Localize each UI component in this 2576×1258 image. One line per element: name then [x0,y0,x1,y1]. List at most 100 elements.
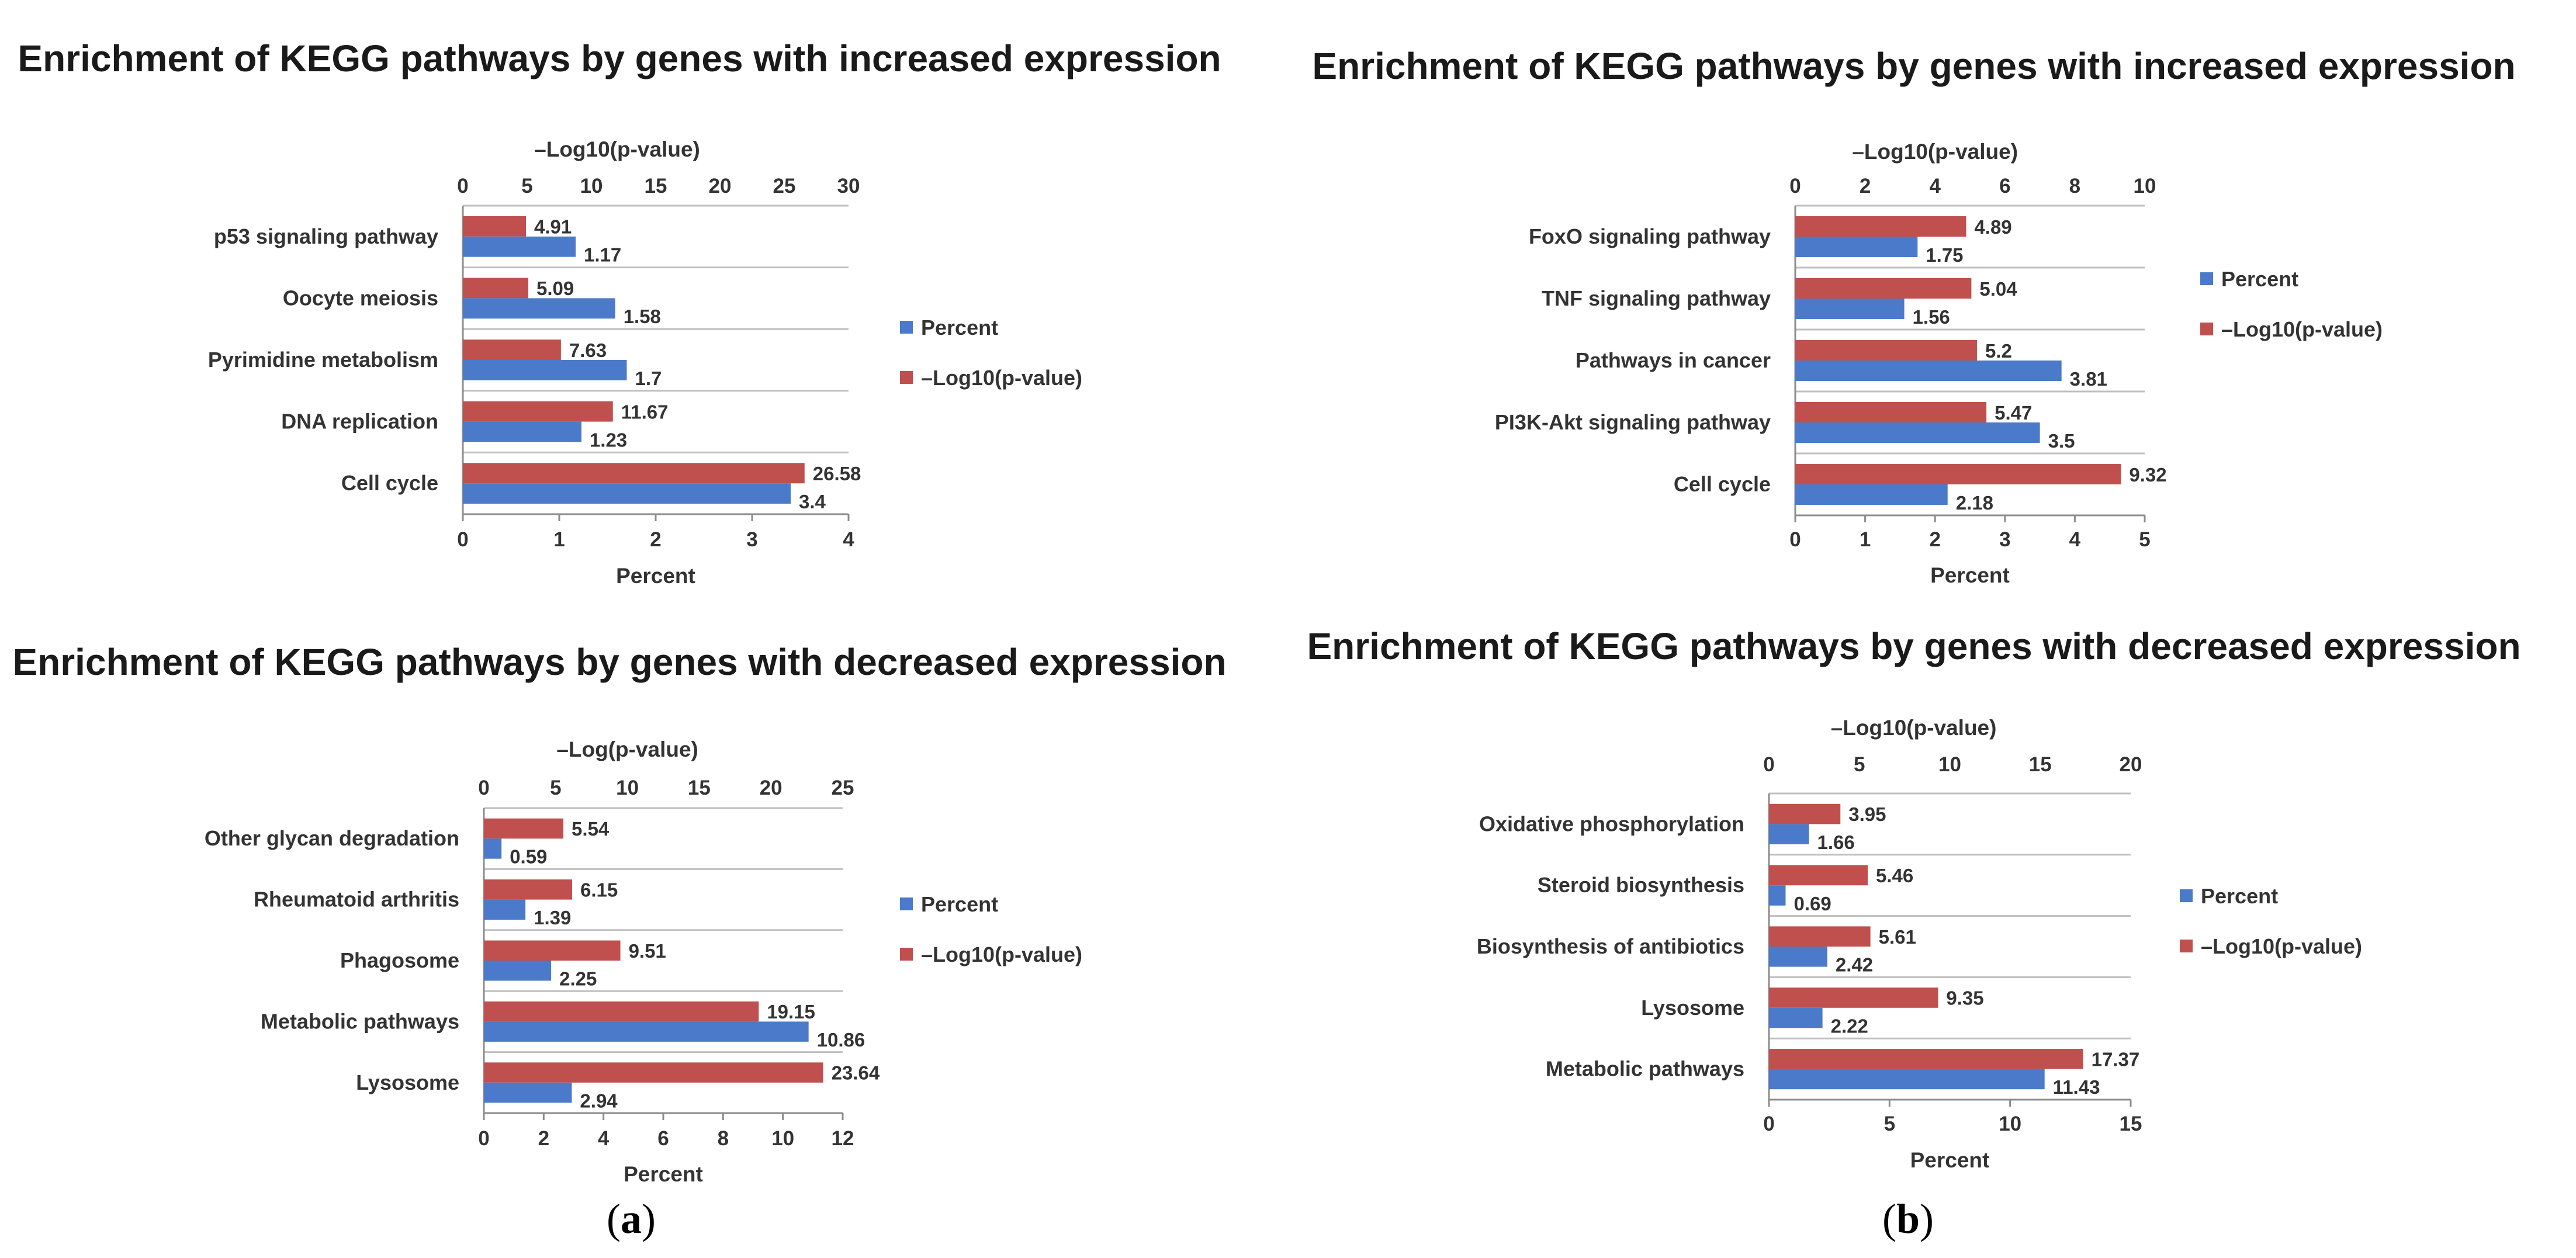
data-label-percent: 2.25 [559,968,597,989]
panel-a-close: ) [642,1195,656,1242]
bar-logp [1795,278,1972,299]
category-label: Cell cycle [341,471,438,495]
data-label-logp: 6.15 [580,879,618,900]
bar-percent [463,360,627,380]
bar-logp [1769,987,1938,1008]
data-label-percent: 1.39 [534,907,571,928]
data-label-percent: 11.43 [2053,1076,2100,1098]
category-label: Lysosome [356,1070,459,1094]
bottom-tick-label: 8 [718,1127,729,1150]
top-tick-label: 20 [2120,753,2142,776]
chart-3: Enrichment of KEGG pathways by genes wit… [1312,45,2515,587]
bottom-tick-label: 1 [1860,528,1871,551]
bar-percent [484,1082,572,1103]
bar-percent [484,961,552,981]
top-tick-label: 10 [580,175,603,197]
bar-logp [1795,340,1977,361]
category-label: Cell cycle [1674,472,1771,496]
top-tick-label: 20 [709,175,732,197]
data-label-logp: 5.04 [1979,278,2017,300]
category-label: Rheumatoid arthritis [254,888,459,912]
bar-logp [1769,865,1868,886]
data-label-percent: 10.86 [817,1029,865,1051]
top-tick-label: 5 [521,175,532,197]
bottom-axis-label: Percent [1910,1148,1990,1172]
bar-percent [1795,484,1948,505]
data-label-logp: 5.46 [1876,865,1913,886]
legend: Percent –Log10(p-value) [900,892,1082,966]
category-label: Oxidative phosphorylation [1479,812,1744,836]
data-label-logp: 5.54 [572,818,610,840]
category-label: Steroid biosynthesis [1538,873,1744,897]
top-axis-label: –Log10(p-value) [534,137,700,161]
legend-label-percent: Percent [921,892,998,916]
bar-percent [1795,422,2040,443]
bottom-tick-label: 15 [2120,1113,2142,1135]
data-label-logp: 5.09 [536,278,574,299]
data-label-percent: 0.69 [1793,893,1831,914]
legend-label-percent: Percent [921,316,998,339]
bar-percent [1769,1007,1823,1028]
data-label-logp: 7.63 [569,339,607,361]
data-label-percent: 2.22 [1831,1015,1868,1037]
data-label-percent: 3.5 [2048,430,2075,452]
legend-swatch-percent [900,321,913,334]
chart-title: Enrichment of KEGG pathways by genes wit… [18,37,1221,79]
top-tick-label: 0 [1789,175,1801,197]
legend-swatch-percent [2180,889,2193,902]
legend-label-logp: –Log10(p-value) [2201,934,2362,958]
legend-label-logp: –Log10(p-value) [921,366,1082,390]
category-label: Metabolic pathways [261,1009,459,1033]
bar-percent [463,298,615,319]
category-label: PI3K-Akt signaling pathway [1495,410,1771,434]
data-label-percent: 2.18 [1956,492,1993,514]
bottom-tick-label: 4 [598,1127,610,1150]
bar-logp [463,278,528,299]
category-label: Oocyte meiosis [283,286,438,310]
bottom-tick-label: 4 [2069,528,2081,551]
bar-logp [463,463,805,484]
bottom-tick-label: 2 [1929,528,1940,551]
data-label-percent: 1.23 [590,429,627,450]
data-label-logp: 17.37 [2092,1048,2140,1070]
data-label-logp: 23.64 [832,1062,880,1084]
top-tick-label: 20 [760,777,783,799]
category-label: p53 signaling pathway [214,224,438,248]
panel-b-open: ( [1882,1195,1896,1242]
data-label-logp: 4.91 [534,216,572,238]
top-tick-label: 25 [832,777,854,799]
category-label: DNA replication [281,410,438,434]
data-label-percent: 1.66 [1817,831,1855,853]
bar-logp [1795,464,2121,484]
top-tick-label: 15 [2029,753,2052,776]
data-label-percent: 0.59 [510,846,547,868]
legend-label-percent: Percent [2201,884,2278,908]
bottom-tick-label: 4 [843,528,854,551]
top-tick-label: 0 [457,175,468,197]
legend-swatch-logp [900,371,913,384]
chart-4: Enrichment of KEGG pathways by genes wit… [1307,625,2520,1172]
data-label-logp: 9.35 [1946,987,1983,1009]
data-label-percent: 2.94 [580,1090,618,1111]
legend-swatch-logp [2200,323,2213,335]
legend-label-percent: Percent [2221,267,2298,291]
top-tick-label: 30 [837,175,860,197]
bar-percent [1769,947,1827,967]
top-tick-label: 8 [2069,175,2080,197]
top-tick-label: 0 [1763,753,1774,776]
top-tick-label: 4 [1929,175,1941,197]
chart-title: Enrichment of KEGG pathways by genes wit… [1307,625,2520,667]
data-label-percent: 1.58 [624,306,661,327]
category-label: Pathways in cancer [1576,348,1771,372]
data-label-logp: 9.51 [629,940,666,962]
bottom-tick-label: 0 [1789,528,1801,551]
panel-a-letter: a [621,1195,642,1242]
bottom-tick-label: 0 [1763,1113,1774,1135]
data-label-percent: 1.75 [1926,244,1963,266]
legend-label-logp: –Log10(p-value) [921,942,1082,966]
panel-b-close: ) [1920,1195,1934,1242]
bar-percent [484,1021,809,1042]
bar-logp [1769,926,1871,947]
bottom-tick-label: 1 [553,528,565,551]
